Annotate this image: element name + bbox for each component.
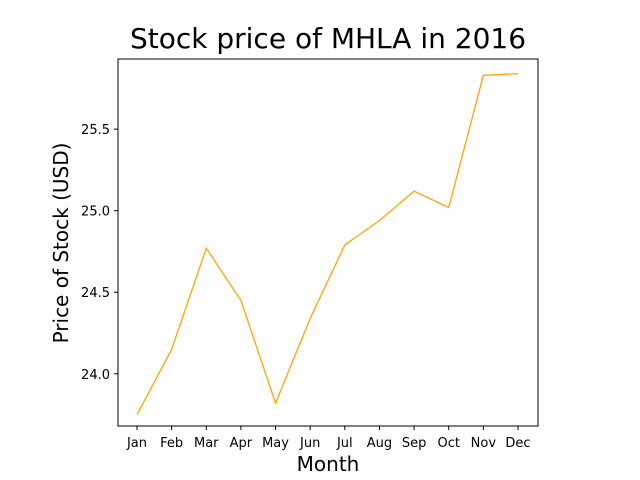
series-line-0 <box>136 73 519 415</box>
x-tick-label-dec: Dec <box>505 436 530 451</box>
plot-frame <box>117 58 539 427</box>
x-tick-label-jan: Jan <box>126 436 147 451</box>
y-tick-label-1: 24.5 <box>81 286 110 301</box>
y-tick-label-2: 25.0 <box>81 205 110 220</box>
x-tick-label-oct: Oct <box>437 436 459 451</box>
y-axis-label: Price of Stock (USD) <box>49 143 73 344</box>
x-tick-label-aug: Aug <box>367 436 392 451</box>
x-axis-label: Month <box>297 452 360 476</box>
y-tick-label-0: 24.0 <box>81 368 110 383</box>
plot-area: Jan Feb Mar Apr May Jun Jul Aug Sep Oct Nov Dec 24.0… <box>81 58 539 451</box>
y-tick-label-3: 25.5 <box>81 123 110 138</box>
x-tick-label-feb: Feb <box>160 436 183 451</box>
x-tick-label-sep: Sep <box>402 436 427 451</box>
chart-title: Stock price of MHLA in 2016 <box>130 22 526 55</box>
x-tick-label-jul: Jul <box>336 436 353 451</box>
x-tick-label-may: May <box>262 436 289 451</box>
x-tick-label-nov: Nov <box>471 436 497 451</box>
x-tick-label-jun: Jun <box>299 436 320 451</box>
x-tick-label-apr: Apr <box>230 436 253 451</box>
x-tick-label-mar: Mar <box>194 436 219 451</box>
